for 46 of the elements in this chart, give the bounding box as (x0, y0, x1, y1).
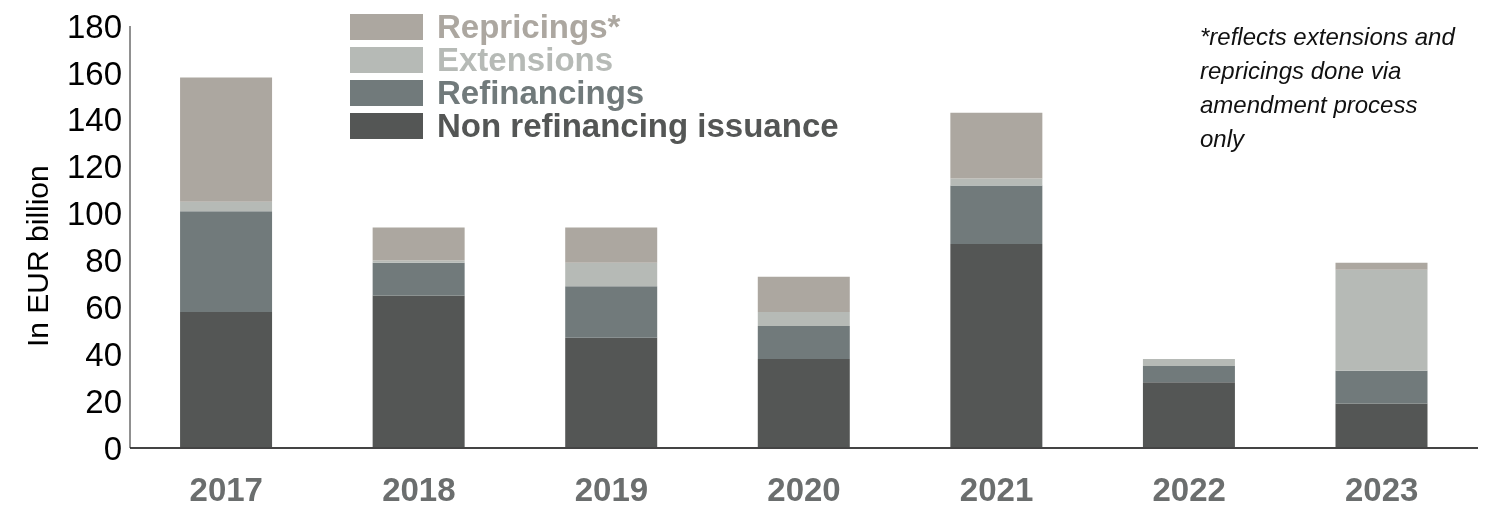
bar (950, 112, 1043, 179)
bar (1335, 370, 1428, 404)
bar (180, 211, 273, 313)
y-tick-label: 0 (103, 429, 122, 467)
y-tick-label: 80 (85, 242, 122, 280)
x-tick-label: 2020 (767, 471, 841, 509)
y-tick-label: 100 (66, 195, 122, 233)
bar (1335, 269, 1428, 371)
bar (565, 262, 658, 287)
bar (565, 286, 658, 338)
y-tick-label: 160 (66, 54, 122, 92)
bar (372, 262, 465, 296)
bar (1142, 358, 1235, 366)
bar (565, 337, 658, 448)
annotation: *reflects extensions and repricings done via amendment process only (1200, 22, 1457, 154)
bar (950, 244, 1043, 448)
bar (565, 227, 658, 263)
bar (757, 276, 850, 313)
bar (372, 227, 465, 261)
bar (1142, 365, 1235, 383)
bar (1142, 382, 1235, 448)
x-tick-label: 2019 (574, 471, 649, 509)
bar (1335, 262, 1428, 270)
y-tick-label: 140 (66, 101, 122, 139)
bar (757, 358, 850, 448)
bar (1335, 403, 1428, 448)
y-tick-label: 180 (66, 7, 122, 45)
y-axis-title: In EUR billion (20, 165, 54, 347)
bar (180, 77, 273, 202)
bar (950, 185, 1043, 245)
x-tick-label: 2017 (189, 471, 263, 509)
bar (372, 260, 465, 263)
y-tick-label: 60 (85, 289, 122, 327)
bar (757, 312, 850, 327)
bar (372, 295, 465, 448)
y-tick-label: 120 (66, 148, 122, 186)
x-tick-label: 2021 (959, 471, 1034, 509)
x-tick-label: 2023 (1345, 471, 1419, 509)
bar (950, 178, 1043, 186)
bar (180, 201, 273, 212)
x-tick-label: 2022 (1152, 471, 1226, 509)
bar (757, 326, 850, 359)
bar (180, 312, 273, 448)
y-tick-label: 40 (85, 335, 122, 373)
x-tick-label: 2018 (382, 471, 456, 509)
y-tick-label: 20 (85, 382, 122, 420)
